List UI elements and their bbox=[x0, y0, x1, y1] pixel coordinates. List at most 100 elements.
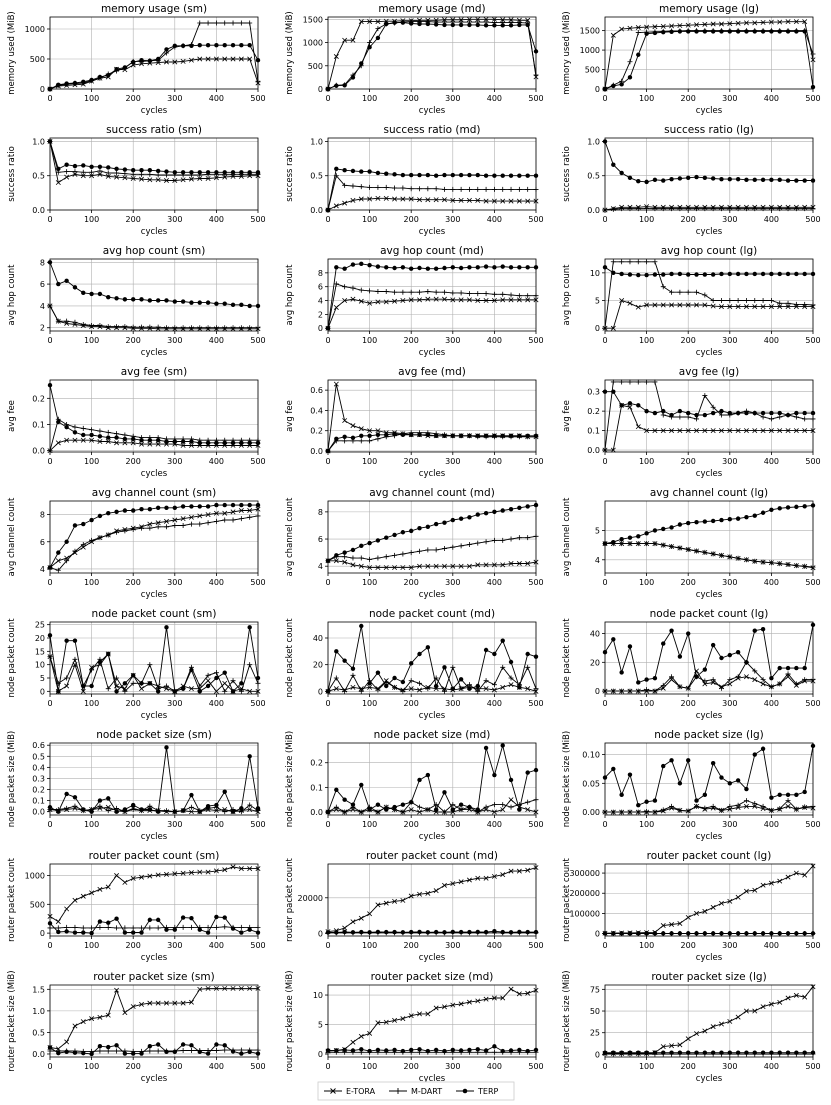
data-point bbox=[375, 289, 381, 295]
y-tick-label: 8 bbox=[318, 269, 323, 278]
x-axis-label: cycles bbox=[696, 106, 723, 116]
y-tick-label: 0.5 bbox=[587, 172, 600, 181]
data-point bbox=[433, 521, 439, 527]
data-point bbox=[350, 1039, 356, 1045]
data-point bbox=[89, 164, 94, 169]
data-point bbox=[188, 686, 194, 692]
series-line bbox=[49, 439, 258, 452]
data-point bbox=[358, 915, 364, 921]
data-point bbox=[694, 798, 699, 803]
y-tick-label: 2 bbox=[40, 324, 45, 333]
data-point bbox=[610, 379, 616, 385]
series-line bbox=[605, 299, 813, 329]
data-point bbox=[644, 259, 650, 265]
data-point bbox=[619, 792, 624, 798]
data-point bbox=[777, 414, 783, 420]
data-point bbox=[635, 30, 641, 36]
data-point bbox=[702, 1028, 708, 1034]
data-point bbox=[425, 21, 431, 27]
data-point bbox=[367, 807, 372, 812]
data-point bbox=[636, 1050, 641, 1055]
subplot-node-packet-count-lg: node packet count (lg)0 100 200 300 400 50002… bbox=[562, 608, 821, 721]
data-point bbox=[114, 675, 120, 681]
data-point bbox=[222, 440, 227, 446]
data-point bbox=[205, 512, 211, 518]
data-point bbox=[409, 661, 414, 666]
x-tick-label: 0 bbox=[602, 336, 607, 345]
data-point bbox=[466, 682, 472, 688]
data-point bbox=[64, 169, 70, 175]
data-point bbox=[342, 1047, 347, 1053]
data-point bbox=[508, 659, 514, 665]
data-point bbox=[785, 29, 791, 34]
data-point bbox=[627, 931, 633, 936]
series-terp bbox=[47, 745, 261, 814]
data-point bbox=[384, 171, 389, 176]
data-point bbox=[475, 807, 480, 812]
data-point bbox=[525, 198, 531, 204]
y-tick-label: 0.4 bbox=[32, 763, 45, 772]
data-point bbox=[400, 1048, 406, 1054]
data-point bbox=[106, 73, 111, 78]
data-point bbox=[97, 659, 103, 665]
y-tick-label: 20000 bbox=[298, 894, 323, 903]
data-point bbox=[441, 296, 447, 302]
data-point bbox=[450, 1047, 455, 1053]
series-m-dart bbox=[602, 379, 816, 453]
data-point bbox=[342, 554, 348, 560]
data-point bbox=[155, 520, 161, 526]
x-tick-label: 100 bbox=[84, 1062, 99, 1071]
data-point bbox=[652, 688, 658, 694]
data-point bbox=[702, 908, 708, 914]
data-point bbox=[802, 178, 807, 183]
data-point bbox=[400, 897, 406, 903]
x-tick-label: 500 bbox=[805, 457, 820, 466]
x-axis-label: cycles bbox=[419, 348, 446, 358]
x-axis-label: cycles bbox=[419, 469, 446, 479]
data-point bbox=[769, 271, 774, 277]
data-point bbox=[89, 173, 95, 179]
data-point bbox=[55, 558, 61, 564]
data-point bbox=[433, 547, 439, 553]
data-point bbox=[197, 43, 202, 48]
data-point bbox=[214, 170, 219, 175]
data-point bbox=[425, 563, 431, 569]
subplot-title: success ratio (lg) bbox=[664, 124, 754, 136]
data-point bbox=[350, 684, 356, 690]
series-line bbox=[327, 263, 536, 329]
y-tick-label: 1.5 bbox=[32, 985, 45, 994]
data-point bbox=[660, 284, 666, 290]
series-m-dart bbox=[47, 303, 261, 331]
data-point bbox=[164, 745, 169, 750]
series-terp bbox=[325, 261, 539, 331]
data-point bbox=[164, 1049, 169, 1055]
data-point bbox=[89, 1051, 94, 1057]
data-point bbox=[500, 684, 506, 690]
subplot-title: router packet size (md) bbox=[371, 971, 494, 983]
data-point bbox=[644, 677, 649, 682]
data-point bbox=[80, 173, 86, 179]
data-point bbox=[533, 293, 539, 299]
data-point bbox=[375, 1047, 381, 1053]
data-point bbox=[105, 804, 111, 810]
data-point bbox=[475, 1047, 480, 1052]
data-point bbox=[768, 206, 774, 212]
data-point bbox=[367, 428, 373, 434]
data-point bbox=[483, 433, 489, 438]
series-line bbox=[49, 141, 258, 176]
data-point bbox=[458, 297, 464, 303]
data-point bbox=[213, 808, 219, 814]
x-axis-label: cycles bbox=[141, 227, 168, 237]
x-tick-label: 500 bbox=[528, 215, 543, 224]
subplot-title: router packet count (lg) bbox=[647, 850, 772, 862]
data-point bbox=[458, 22, 464, 28]
data-point bbox=[105, 1048, 111, 1054]
data-point bbox=[155, 917, 161, 923]
data-point bbox=[375, 555, 381, 561]
data-point bbox=[533, 533, 539, 539]
data-point bbox=[56, 689, 61, 694]
data-point bbox=[325, 809, 331, 815]
data-point bbox=[114, 987, 120, 993]
data-point bbox=[130, 925, 136, 931]
data-point bbox=[147, 168, 153, 173]
